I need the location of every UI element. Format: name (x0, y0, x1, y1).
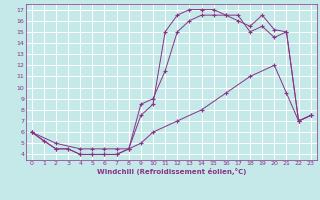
X-axis label: Windchill (Refroidissement éolien,°C): Windchill (Refroidissement éolien,°C) (97, 168, 246, 175)
